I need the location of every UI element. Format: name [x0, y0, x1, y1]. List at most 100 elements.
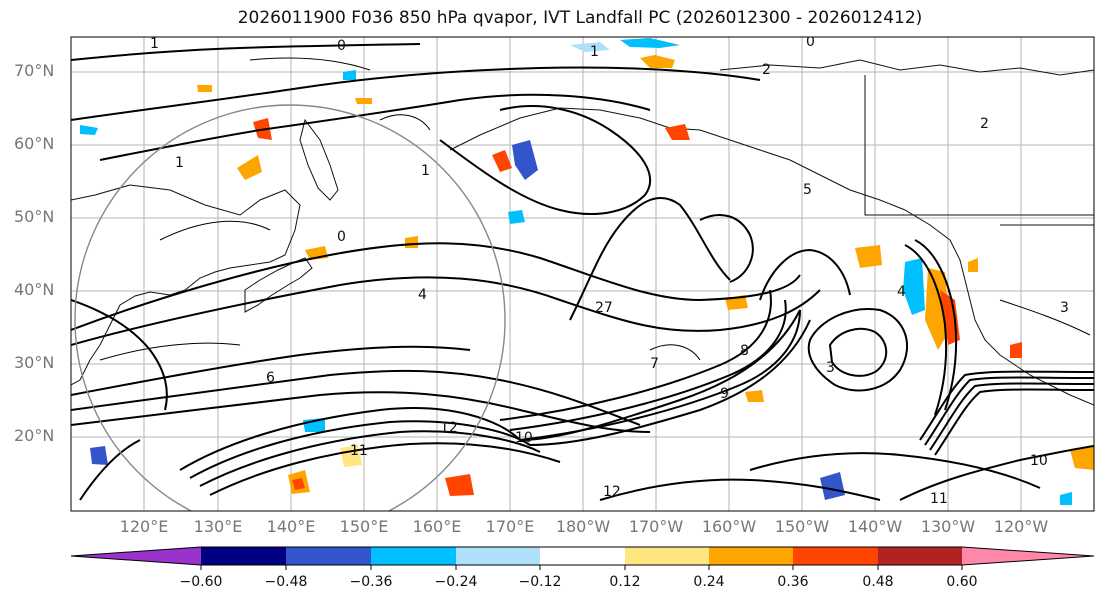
arctic-coast [719, 59, 1094, 76]
alaska-coastline [449, 107, 951, 241]
shade-patch [405, 236, 418, 248]
graticule [71, 37, 1094, 511]
lon-label: 150°W [774, 517, 830, 536]
contour-line [919, 370, 1094, 441]
contour-line [899, 445, 1094, 501]
shade-patch [445, 474, 474, 496]
contour-line [999, 299, 1091, 336]
colorbar-segment [878, 547, 962, 565]
contour-line [71, 369, 641, 426]
contour-line [99, 93, 651, 161]
shade-patch [492, 150, 512, 172]
contour-line [71, 66, 761, 121]
contour-line [599, 478, 881, 501]
contour-label: 4 [418, 287, 427, 303]
colorbar-tick: −0.36 [349, 574, 393, 590]
shade-patch [820, 472, 845, 500]
lon-label: 170°E [485, 517, 535, 536]
contour-label: 7 [650, 356, 659, 372]
colorbar-tick: 0.48 [862, 574, 894, 590]
contour-label: 8 [740, 343, 749, 359]
lat-label: 50°N [14, 207, 55, 226]
shade-patch [903, 258, 925, 315]
shade-patch [355, 98, 372, 104]
contour-label: 1 [590, 44, 599, 60]
contour-label: 27 [595, 300, 613, 316]
shade-patch [640, 55, 675, 68]
contour-label: 1 [150, 36, 159, 52]
canada-border [864, 75, 1094, 216]
shade-patch [745, 390, 764, 402]
lat-label: 60°N [14, 134, 55, 153]
contour-line [79, 439, 141, 501]
contour-label: 10 [515, 430, 533, 446]
contour-label: 1 [421, 163, 430, 179]
contour-line [699, 214, 754, 283]
contour-label: 2 [980, 116, 989, 132]
contour-line [71, 242, 801, 331]
contour-line [749, 452, 1041, 489]
contour-line [99, 342, 241, 361]
contour-line [379, 114, 431, 131]
asia-coastline [71, 184, 301, 386]
region-circle [74, 104, 506, 511]
shade-patch [925, 268, 950, 350]
contour-line [924, 376, 1094, 446]
shade-patch [237, 155, 262, 180]
contour-label: 4 [897, 284, 906, 300]
colorbar-segment [793, 547, 878, 565]
contour-label: 11 [930, 491, 948, 507]
contour-line [71, 345, 471, 396]
shade-patch [292, 478, 305, 490]
colorbar-segment [371, 547, 456, 565]
thin-contours [99, 57, 1091, 361]
contour-label: 1 [175, 155, 184, 171]
lon-label: 120°E [119, 517, 169, 536]
contour-line [759, 248, 851, 301]
colorbar-tick: −0.48 [264, 574, 308, 590]
colorbar-segment [201, 547, 286, 565]
shade-patch [1060, 492, 1072, 505]
lon-label: 130°W [920, 517, 976, 536]
ivt-contours [71, 43, 1094, 501]
colorbar [70, 546, 1095, 570]
contour-label: 12 [603, 484, 621, 500]
contour-line [209, 442, 561, 496]
contour-label: 10 [1030, 453, 1048, 469]
contour-line [499, 289, 772, 421]
contour-line [904, 244, 948, 416]
contour-line [199, 430, 541, 487]
shade-patch [1070, 445, 1094, 470]
contour-line [934, 388, 1094, 456]
colorbar-tick: 0.24 [693, 574, 725, 590]
colorbar-tick: −0.24 [434, 574, 478, 590]
contour-line [71, 299, 168, 411]
contour-line [649, 344, 701, 361]
colorbar-segment [709, 547, 793, 565]
shade-patch [508, 210, 525, 224]
lon-label: 140°W [847, 517, 903, 536]
lon-label: 150°E [339, 517, 389, 536]
contour-label: 2 [762, 62, 771, 78]
contour-line [807, 308, 909, 392]
shade-patch [968, 258, 978, 272]
lon-label: 140°E [266, 517, 316, 536]
map-frame [70, 36, 1095, 512]
contour-line [71, 276, 821, 346]
contour-line [249, 57, 371, 71]
contour-line [189, 319, 811, 479]
lon-label: 160°E [412, 517, 462, 536]
colorbar-segment [540, 547, 625, 565]
colorbar-segment [625, 547, 709, 565]
contour-label: 0 [337, 229, 346, 245]
colorbar-segment [71, 547, 201, 565]
colorbar-tick: −0.12 [518, 574, 562, 590]
kamchatka-outline [299, 118, 339, 201]
colorbar-segment [962, 547, 1094, 565]
contour-line [439, 105, 651, 216]
shade-patch [855, 245, 882, 268]
contour-line [71, 391, 651, 433]
contour-label: 11 [350, 443, 368, 459]
shade-patch [197, 85, 212, 92]
